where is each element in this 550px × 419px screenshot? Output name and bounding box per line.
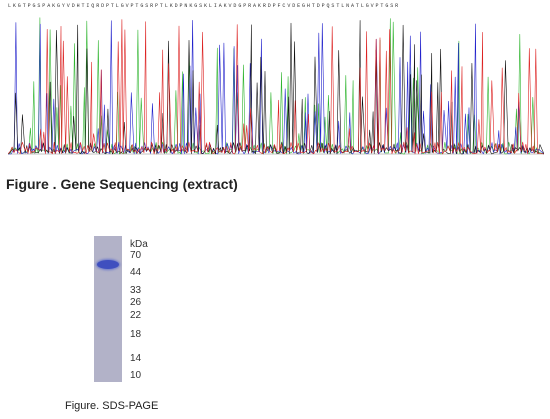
gel-lane — [94, 236, 122, 382]
marker-label-26: 26 — [130, 297, 142, 308]
marker-label-18: 18 — [130, 329, 142, 340]
marker-label-33: 33 — [130, 285, 142, 296]
marker-label-10: 10 — [130, 370, 142, 381]
marker-label-44: 44 — [130, 267, 142, 278]
kda-unit-label: kDa — [130, 239, 148, 250]
marker-label-14: 14 — [130, 353, 142, 364]
marker-label-70: 70 — [130, 250, 142, 261]
marker-label-22: 22 — [130, 310, 142, 321]
trace-t — [8, 19, 544, 155]
protein-band — [97, 260, 119, 269]
trace-g — [8, 20, 544, 155]
sequencing-chromatogram — [8, 17, 544, 155]
sequence-strip: LKGTPGSPAKGYVDHTIQRDPTLGVPTGSRPTLKDPNKGS… — [8, 3, 401, 9]
sequencing-caption: Figure . Gene Sequencing (extract) — [6, 176, 238, 192]
sds-page-caption: Figure. SDS-PAGE — [65, 400, 159, 412]
